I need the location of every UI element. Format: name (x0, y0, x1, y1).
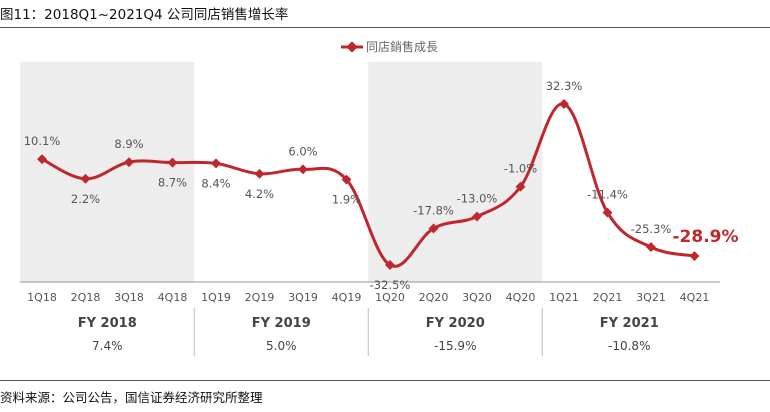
data-label-1Q18: 10.1% (24, 134, 61, 148)
top-rule (0, 27, 770, 28)
data-point-4Q19 (341, 174, 352, 185)
x-tick-1Q21: 1Q21 (549, 291, 579, 304)
data-label-2Q18: 2.2% (71, 192, 100, 206)
data-label-4Q19: 1.9% (332, 193, 361, 207)
fy-value-fy-2018: 7.4% (92, 339, 123, 353)
line-chart: 同店銷售成長 10.1% 2.2% 8.9% 8.7% 8.4% 4.2% 6.0% 1.9%… (20, 39, 739, 356)
data-point-1Q18 (37, 154, 47, 165)
series-line-layer (41, 102, 695, 268)
data-point-3Q21 (646, 242, 656, 253)
fy-value-fy-2019: 5.0% (266, 339, 297, 353)
data-label-3Q20: -13.0% (457, 192, 498, 206)
data-point-3Q19 (298, 164, 308, 175)
data-label-layer: 10.1% 2.2% 8.9% 8.7% 8.4% 4.2% 6.0% 1.9% -32.5% -… (24, 79, 739, 292)
x-tick-2Q20: 2Q20 (419, 291, 449, 304)
fiscal-year-layer: FY 2018 7.4% FY 2019 5.0% FY 2020 -15.9% FY 20… (78, 308, 659, 356)
x-tick-2Q21: 2Q21 (593, 291, 623, 304)
data-point-2Q21 (602, 207, 613, 218)
x-tick-3Q21: 3Q21 (636, 291, 666, 304)
data-label-1Q19: 8.4% (201, 176, 230, 190)
fy-label-fy-2018: FY 2018 (78, 316, 137, 331)
data-point-4Q20 (515, 181, 526, 192)
data-point-2Q20 (428, 223, 439, 234)
data-label-3Q19: 6.0% (288, 144, 317, 158)
data-point-2Q18 (80, 173, 91, 184)
data-label-4Q18: 8.7% (158, 176, 187, 190)
data-point-1Q19 (211, 158, 221, 169)
data-label-1Q20: -32.5% (370, 278, 411, 292)
x-tick-4Q19: 4Q19 (332, 291, 362, 304)
x-tick-label-layer: 1Q18 2Q18 3Q18 4Q18 1Q19 2Q19 3Q19 4Q19 1Q20 2Q20… (27, 291, 709, 304)
series-marker-layer (37, 99, 700, 270)
data-point-4Q21 (689, 251, 700, 262)
fy-label-fy-2020: FY 2020 (426, 316, 485, 331)
fy-value-fy-2021: -10.8% (608, 339, 650, 353)
x-tick-1Q19: 1Q19 (201, 291, 231, 304)
data-label-3Q18: 8.9% (114, 137, 143, 151)
data-point-4Q18 (167, 157, 178, 168)
x-tick-3Q19: 3Q19 (288, 291, 318, 304)
x-tick-2Q19: 2Q19 (245, 291, 275, 304)
x-tick-4Q20: 4Q20 (506, 291, 536, 304)
x-tick-1Q18: 1Q18 (27, 291, 57, 304)
data-label-2Q20: -17.8% (413, 203, 454, 217)
data-point-1Q20 (385, 260, 395, 270)
source-note: 资料来源：公司公告，国信证券经济研究所整理 (0, 390, 263, 405)
x-tick-1Q20: 1Q20 (375, 291, 405, 304)
x-tick-3Q18: 3Q18 (114, 291, 144, 304)
data-label-1Q21: 32.3% (546, 79, 583, 93)
shade-layer (20, 62, 543, 282)
series-line (41, 102, 695, 268)
legend-marker-swatch (346, 41, 358, 53)
x-tick-4Q18: 4Q18 (158, 291, 188, 304)
data-label-2Q19: 4.2% (245, 187, 274, 201)
legend-label: 同店銷售成長 (366, 39, 438, 54)
data-point-3Q20 (472, 211, 482, 222)
data-label-4Q21: -28.9% (673, 227, 739, 247)
data-point-1Q21 (559, 99, 569, 109)
fy-label-fy-2021: FY 2021 (600, 316, 659, 331)
figure-title: 图11：2018Q1~2021Q4 公司同店销售增长率 (0, 7, 289, 23)
chart-legend: 同店銷售成長 (341, 39, 438, 54)
fy-value-fy-2020: -15.9% (434, 339, 476, 353)
shade-band-fy-2020 (368, 62, 543, 282)
fy-label-fy-2019: FY 2019 (252, 316, 311, 331)
x-tick-2Q18: 2Q18 (71, 291, 101, 304)
x-tick-4Q21: 4Q21 (680, 291, 710, 304)
data-label-4Q20: -1.0% (504, 162, 537, 176)
data-point-3Q18 (124, 157, 134, 168)
data-label-2Q21: -11.4% (587, 188, 628, 202)
x-tick-3Q20: 3Q20 (462, 291, 492, 304)
data-point-2Q19 (254, 168, 265, 179)
data-label-3Q21: -25.3% (631, 222, 672, 236)
bottom-rule (0, 380, 770, 381)
